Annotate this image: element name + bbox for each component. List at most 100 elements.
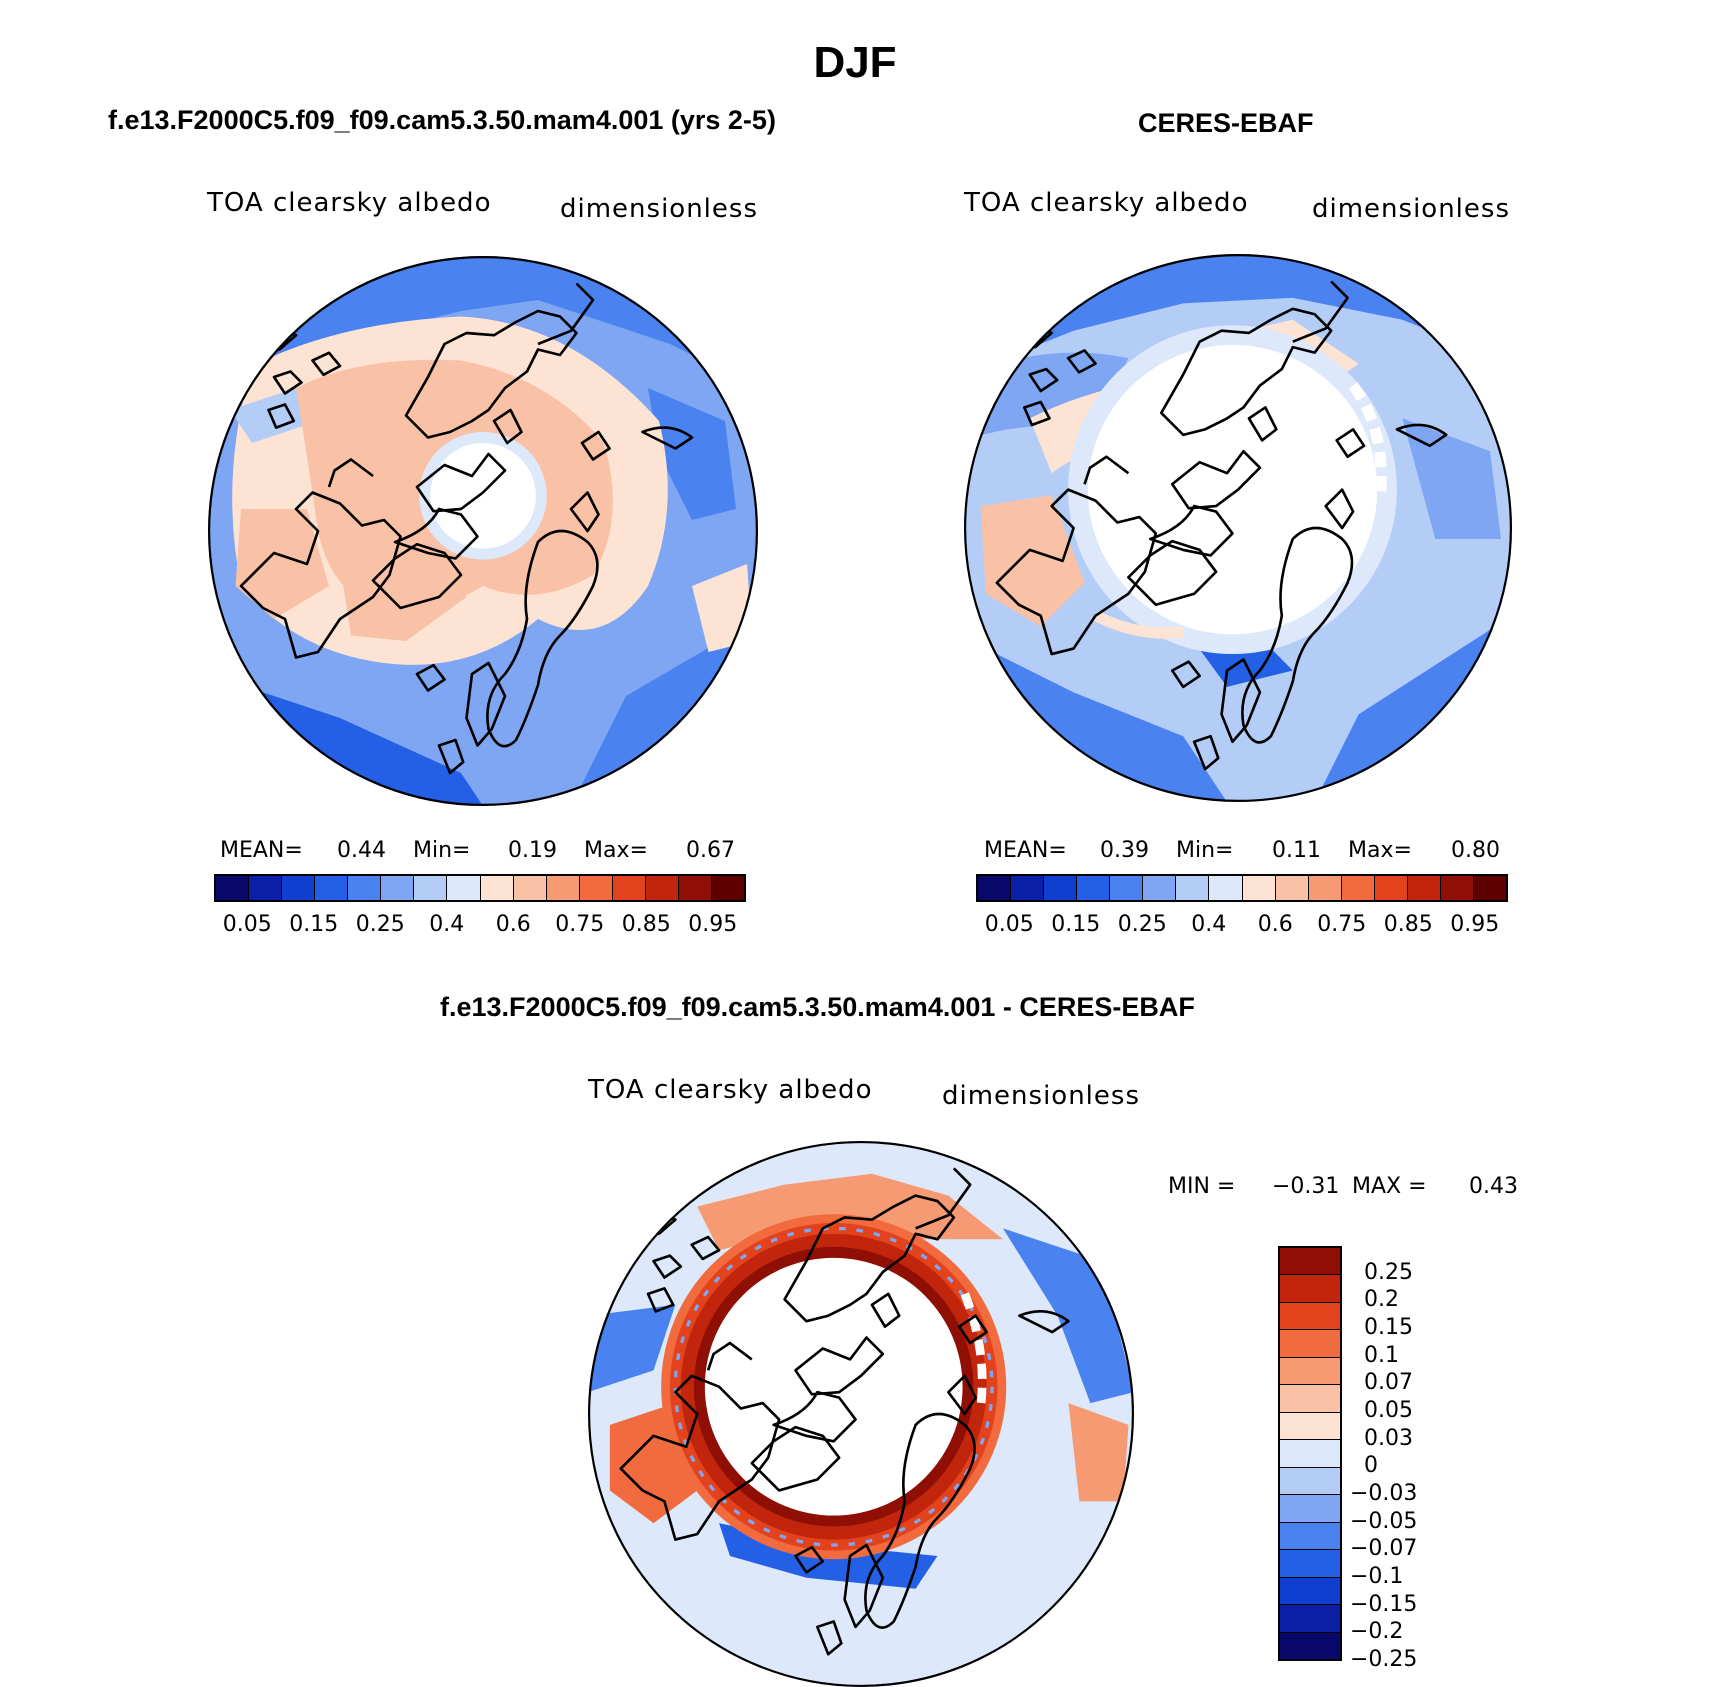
model-colorbar-box bbox=[612, 876, 646, 900]
model-mean-label: MEAN= bbox=[220, 838, 303, 863]
obs-colorbar-box bbox=[1143, 876, 1177, 900]
diff-colorbar-box bbox=[1280, 1302, 1340, 1331]
model-colorbar-tick-label: 0.6 bbox=[495, 912, 531, 937]
diff-colorbar-box bbox=[1280, 1467, 1340, 1496]
obs-mean-label: MEAN= bbox=[984, 838, 1067, 863]
model-colorbar-box bbox=[447, 876, 481, 900]
model-mean-value: 0.44 bbox=[337, 838, 386, 863]
model-max-label: Max= bbox=[584, 838, 648, 863]
model-colorbar-tick-label: 0.95 bbox=[688, 912, 738, 937]
obs-colorbar-box bbox=[1473, 876, 1506, 900]
diff-colorbar-box bbox=[1280, 1275, 1340, 1303]
model-colorbar-box bbox=[711, 876, 744, 900]
obs-colorbar-tick-label: 0.75 bbox=[1317, 912, 1367, 937]
diff-colorbar-tick-label: −0.05 bbox=[1350, 1508, 1418, 1534]
obs-polar-map bbox=[964, 254, 1512, 802]
model-colorbar-box bbox=[513, 876, 547, 900]
diff-colorbar-tick-label: 0.05 bbox=[1364, 1398, 1413, 1423]
diff-colorbar-box bbox=[1280, 1357, 1340, 1386]
model-colorbar-ticks: 0.05 0.15 0.25 0.4 0.6 0.75 0.85 0.95 bbox=[214, 912, 746, 942]
model-panel-title: f.e13.F2000C5.f09_f09.cam5.3.50.mam4.001… bbox=[108, 105, 776, 135]
model-colorbar-box bbox=[348, 876, 382, 900]
diff-colorbar-tick-label: 0.25 bbox=[1364, 1259, 1413, 1285]
model-colorbar-box bbox=[579, 876, 613, 900]
model-min-label: Min= bbox=[413, 838, 471, 863]
diff-colorbar-box bbox=[1280, 1385, 1340, 1413]
model-colorbar-box bbox=[546, 876, 580, 900]
obs-max-value: 0.80 bbox=[1451, 838, 1500, 863]
diff-max-value: 0.43 bbox=[1469, 1174, 1518, 1199]
diff-polar-map bbox=[588, 1141, 1134, 1687]
obs-variable-label: TOA clearsky albedo bbox=[964, 188, 1249, 218]
obs-max-label: Max= bbox=[1348, 838, 1412, 863]
model-colorbar-tick-label: 0.15 bbox=[289, 912, 339, 937]
obs-colorbar-box bbox=[1077, 876, 1111, 900]
obs-colorbar-ticks: 0.05 0.15 0.25 0.4 0.6 0.75 0.85 0.95 bbox=[976, 912, 1508, 942]
obs-colorbar-box bbox=[1242, 876, 1276, 900]
obs-mean-value: 0.39 bbox=[1100, 838, 1149, 863]
model-colorbar-box bbox=[315, 876, 349, 900]
diff-colorbar-tick-label: 0.03 bbox=[1364, 1425, 1413, 1451]
diff-colorbar-box bbox=[1280, 1522, 1340, 1551]
diff-colorbar-tick-label: 0.2 bbox=[1364, 1287, 1399, 1313]
model-max-value: 0.67 bbox=[686, 838, 735, 863]
diff-max-label: MAX = bbox=[1352, 1174, 1427, 1199]
obs-colorbar-box bbox=[1275, 876, 1309, 900]
model-colorbar-box bbox=[282, 876, 316, 900]
diff-colorbar-tick-label: 0.1 bbox=[1364, 1342, 1399, 1368]
diff-colorbar-box bbox=[1280, 1605, 1340, 1633]
obs-min-label: Min= bbox=[1176, 838, 1234, 863]
model-colorbar-tick-label: 0.25 bbox=[355, 912, 405, 937]
figure-title: DJF bbox=[813, 38, 897, 87]
obs-colorbar-tick-label: 0.6 bbox=[1257, 912, 1293, 937]
model-colorbar-tick-label: 0.05 bbox=[222, 912, 272, 937]
obs-panel-title: CERES-EBAF bbox=[1138, 108, 1314, 138]
diff-colorbar-tick-label: −0.15 bbox=[1350, 1591, 1418, 1617]
model-variable-label: TOA clearsky albedo bbox=[207, 188, 492, 218]
diff-colorbar-tick-label: 0.15 bbox=[1364, 1315, 1413, 1340]
diff-colorbar-box bbox=[1280, 1550, 1340, 1578]
model-colorbar-box bbox=[216, 876, 250, 900]
diff-colorbar bbox=[1278, 1246, 1342, 1661]
model-colorbar-tick-label: 0.75 bbox=[555, 912, 605, 937]
diff-colorbar-box bbox=[1280, 1248, 1340, 1276]
obs-colorbar-box bbox=[1308, 876, 1342, 900]
model-colorbar-box bbox=[678, 876, 712, 900]
model-colorbar-tick-label: 0.85 bbox=[621, 912, 671, 937]
diff-colorbar-box bbox=[1280, 1632, 1340, 1660]
diff-colorbar-tick-label: 0.07 bbox=[1364, 1370, 1413, 1396]
diff-colorbar-tick-label: −0.1 bbox=[1350, 1564, 1404, 1589]
obs-min-value: 0.11 bbox=[1272, 838, 1321, 863]
diff-colorbar-tick-label: −0.07 bbox=[1350, 1536, 1418, 1562]
obs-colorbar-box bbox=[1176, 876, 1210, 900]
obs-colorbar-box bbox=[1110, 876, 1144, 900]
obs-colorbar-box bbox=[1341, 876, 1375, 900]
obs-colorbar-box bbox=[1374, 876, 1408, 900]
model-colorbar-tick-label: 0.4 bbox=[429, 912, 465, 937]
obs-colorbar-box bbox=[1044, 876, 1078, 900]
diff-colorbar-box bbox=[1280, 1577, 1340, 1606]
diff-colorbar-ticks: 0.25 0.2 0.15 0.1 0.07 0.05 0.03 0 −0.03 −0.05 −0.… bbox=[1350, 1246, 1470, 1672]
diff-colorbar-tick-label: 0 bbox=[1364, 1453, 1378, 1479]
diff-colorbar-tick-label: −0.03 bbox=[1350, 1481, 1418, 1506]
obs-colorbar-box bbox=[1209, 876, 1243, 900]
obs-colorbar-box bbox=[1011, 876, 1045, 900]
obs-colorbar-tick-label: 0.95 bbox=[1450, 912, 1500, 937]
model-units-label: dimensionless bbox=[560, 194, 758, 224]
model-colorbar-box bbox=[480, 876, 514, 900]
model-min-value: 0.19 bbox=[508, 838, 557, 863]
diff-colorbar-box bbox=[1280, 1495, 1340, 1523]
obs-colorbar-tick-label: 0.25 bbox=[1117, 912, 1167, 937]
model-colorbar-box bbox=[414, 876, 448, 900]
diff-colorbar-box bbox=[1280, 1330, 1340, 1358]
obs-colorbar-tick-label: 0.15 bbox=[1051, 912, 1101, 937]
obs-colorbar-tick-label: 0.05 bbox=[984, 912, 1034, 937]
obs-colorbar-tick-label: 0.85 bbox=[1383, 912, 1433, 937]
diff-min-value: −0.31 bbox=[1272, 1174, 1340, 1199]
diff-colorbar-tick-label: −0.25 bbox=[1350, 1647, 1418, 1672]
diff-panel-title: f.e13.F2000C5.f09_f09.cam5.3.50.mam4.001… bbox=[440, 992, 1195, 1022]
obs-colorbar-tick-label: 0.4 bbox=[1191, 912, 1227, 937]
model-colorbar-box bbox=[381, 876, 415, 900]
obs-colorbar-box bbox=[978, 876, 1012, 900]
diff-units-label: dimensionless bbox=[942, 1081, 1140, 1111]
